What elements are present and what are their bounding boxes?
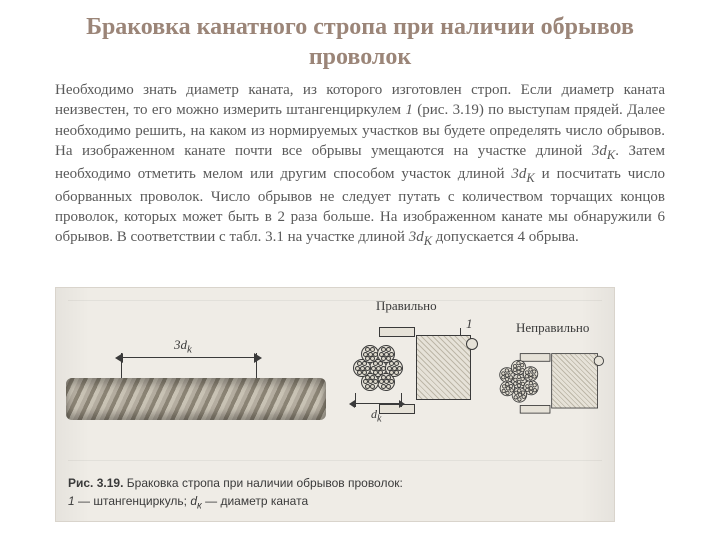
dk-tick-r bbox=[401, 393, 402, 407]
incorrect-label: Неправильно bbox=[516, 320, 589, 336]
caption-fig-number: Рис. 3.19. bbox=[68, 476, 123, 490]
caption-sub-1: 1 bbox=[68, 494, 75, 508]
caption-dk: dк bbox=[190, 494, 201, 508]
incorrect-xsection bbox=[496, 343, 598, 424]
span-dimension bbox=[121, 353, 256, 373]
span-label: 3dk bbox=[174, 337, 192, 356]
caption-line-2: 1 — штангенциркуль; dк — диаметр каната bbox=[68, 494, 602, 511]
span-line bbox=[121, 357, 256, 358]
caliper-knob bbox=[594, 356, 604, 366]
caliper-body bbox=[416, 335, 471, 400]
caliper-knob bbox=[466, 338, 478, 350]
dk-arrow-r bbox=[399, 400, 405, 408]
caption-sub-text: — штангенциркуль; bbox=[75, 494, 191, 508]
correct-xsection: dk bbox=[351, 323, 471, 418]
caption-text: Браковка стропа при наличии обрывов пров… bbox=[127, 476, 403, 490]
caption-tail: — диаметр каната bbox=[202, 494, 308, 508]
rope-diagram: 3dk bbox=[66, 343, 326, 453]
caption-line-1: Рис. 3.19. Браковка стропа при наличии о… bbox=[68, 476, 602, 490]
rope-core bbox=[66, 378, 326, 420]
caliper-jaw-bottom bbox=[379, 404, 415, 414]
figure-caption: Рис. 3.19. Браковка стропа при наличии о… bbox=[68, 476, 602, 511]
caliper-body bbox=[551, 353, 598, 408]
figure-3-19: 3dk Правильно Неправильно 1 dk bbox=[55, 287, 615, 522]
dk-tick-l bbox=[355, 393, 356, 407]
rope-cross-section bbox=[353, 343, 403, 393]
correct-label: Правильно bbox=[376, 298, 437, 314]
page-title: Браковка канатного стропа при наличии об… bbox=[0, 0, 720, 80]
figure-inner: 3dk Правильно Неправильно 1 dk bbox=[56, 288, 614, 521]
dk-dim-line bbox=[355, 403, 401, 404]
caliper-jaw-top bbox=[379, 327, 415, 337]
dk-label: dk bbox=[371, 407, 381, 424]
body-paragraph: Необходимо знать диаметр каната, из кото… bbox=[0, 80, 720, 250]
